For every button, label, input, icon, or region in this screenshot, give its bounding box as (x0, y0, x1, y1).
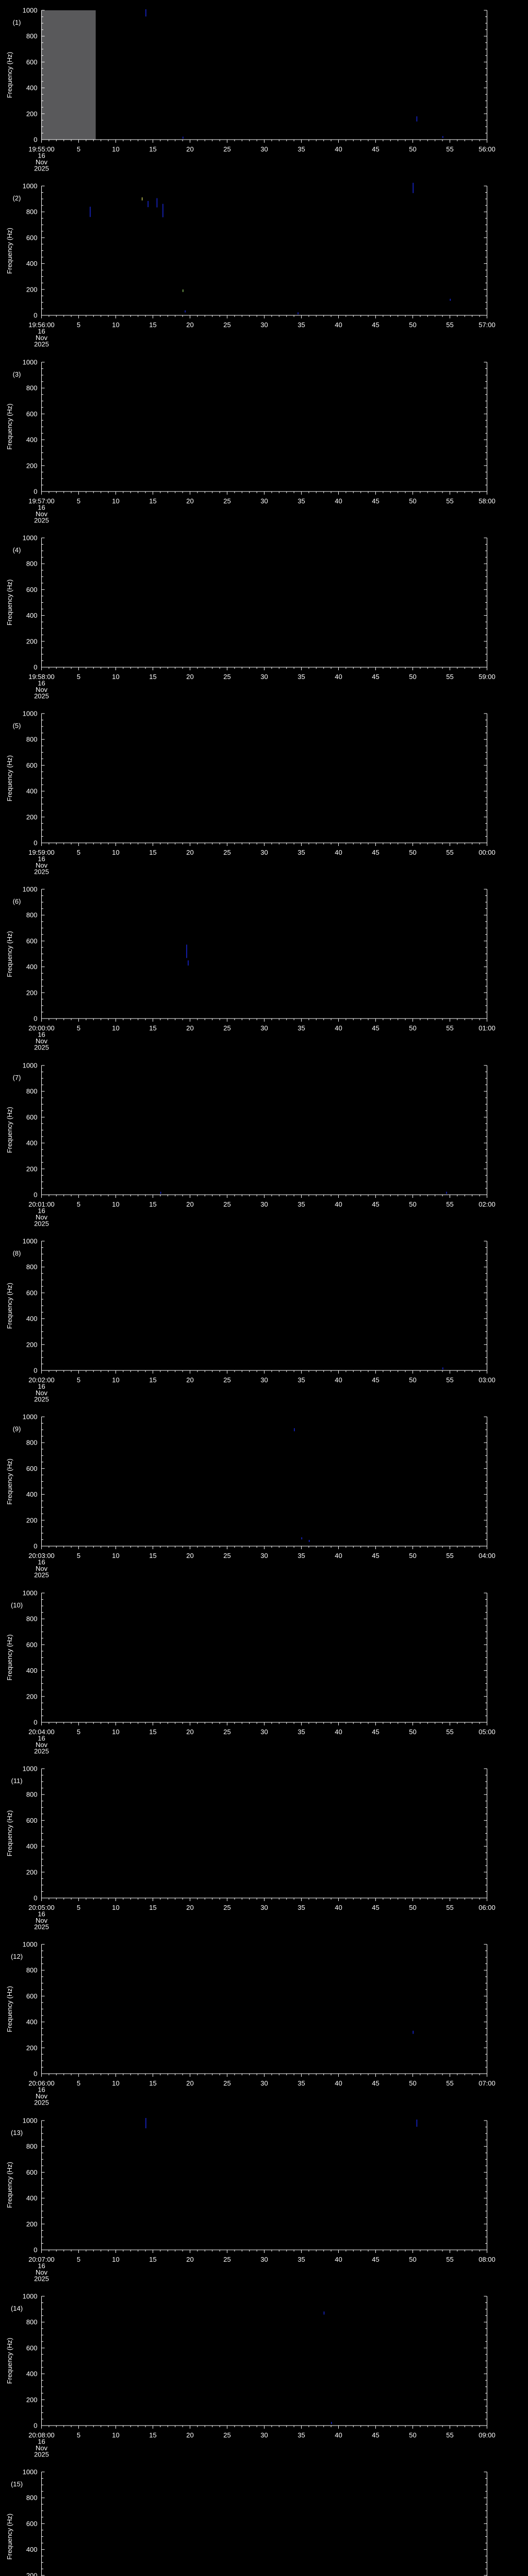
svg-text:Frequency (Hz): Frequency (Hz) (6, 1283, 13, 1329)
svg-text:Frequency (Hz): Frequency (Hz) (6, 1986, 13, 2032)
svg-text:Frequency (Hz): Frequency (Hz) (6, 2514, 13, 2560)
svg-text:Frequency (Hz): Frequency (Hz) (6, 1107, 13, 1153)
svg-text:Frequency (Hz): Frequency (Hz) (6, 1810, 13, 1857)
svg-text:Frequency (Hz): Frequency (Hz) (6, 1459, 13, 1505)
svg-text:Frequency (Hz): Frequency (Hz) (6, 580, 13, 626)
svg-text:Frequency (Hz): Frequency (Hz) (6, 403, 13, 450)
svg-text:Frequency (Hz): Frequency (Hz) (6, 931, 13, 977)
svg-text:Frequency (Hz): Frequency (Hz) (6, 1634, 13, 1681)
svg-text:Frequency (Hz): Frequency (Hz) (6, 755, 13, 802)
svg-text:Frequency (Hz): Frequency (Hz) (6, 228, 13, 274)
svg-text:Frequency (Hz): Frequency (Hz) (6, 52, 13, 98)
svg-text:Frequency (Hz): Frequency (Hz) (6, 2338, 13, 2384)
svg-text:Frequency (Hz): Frequency (Hz) (6, 2162, 13, 2208)
